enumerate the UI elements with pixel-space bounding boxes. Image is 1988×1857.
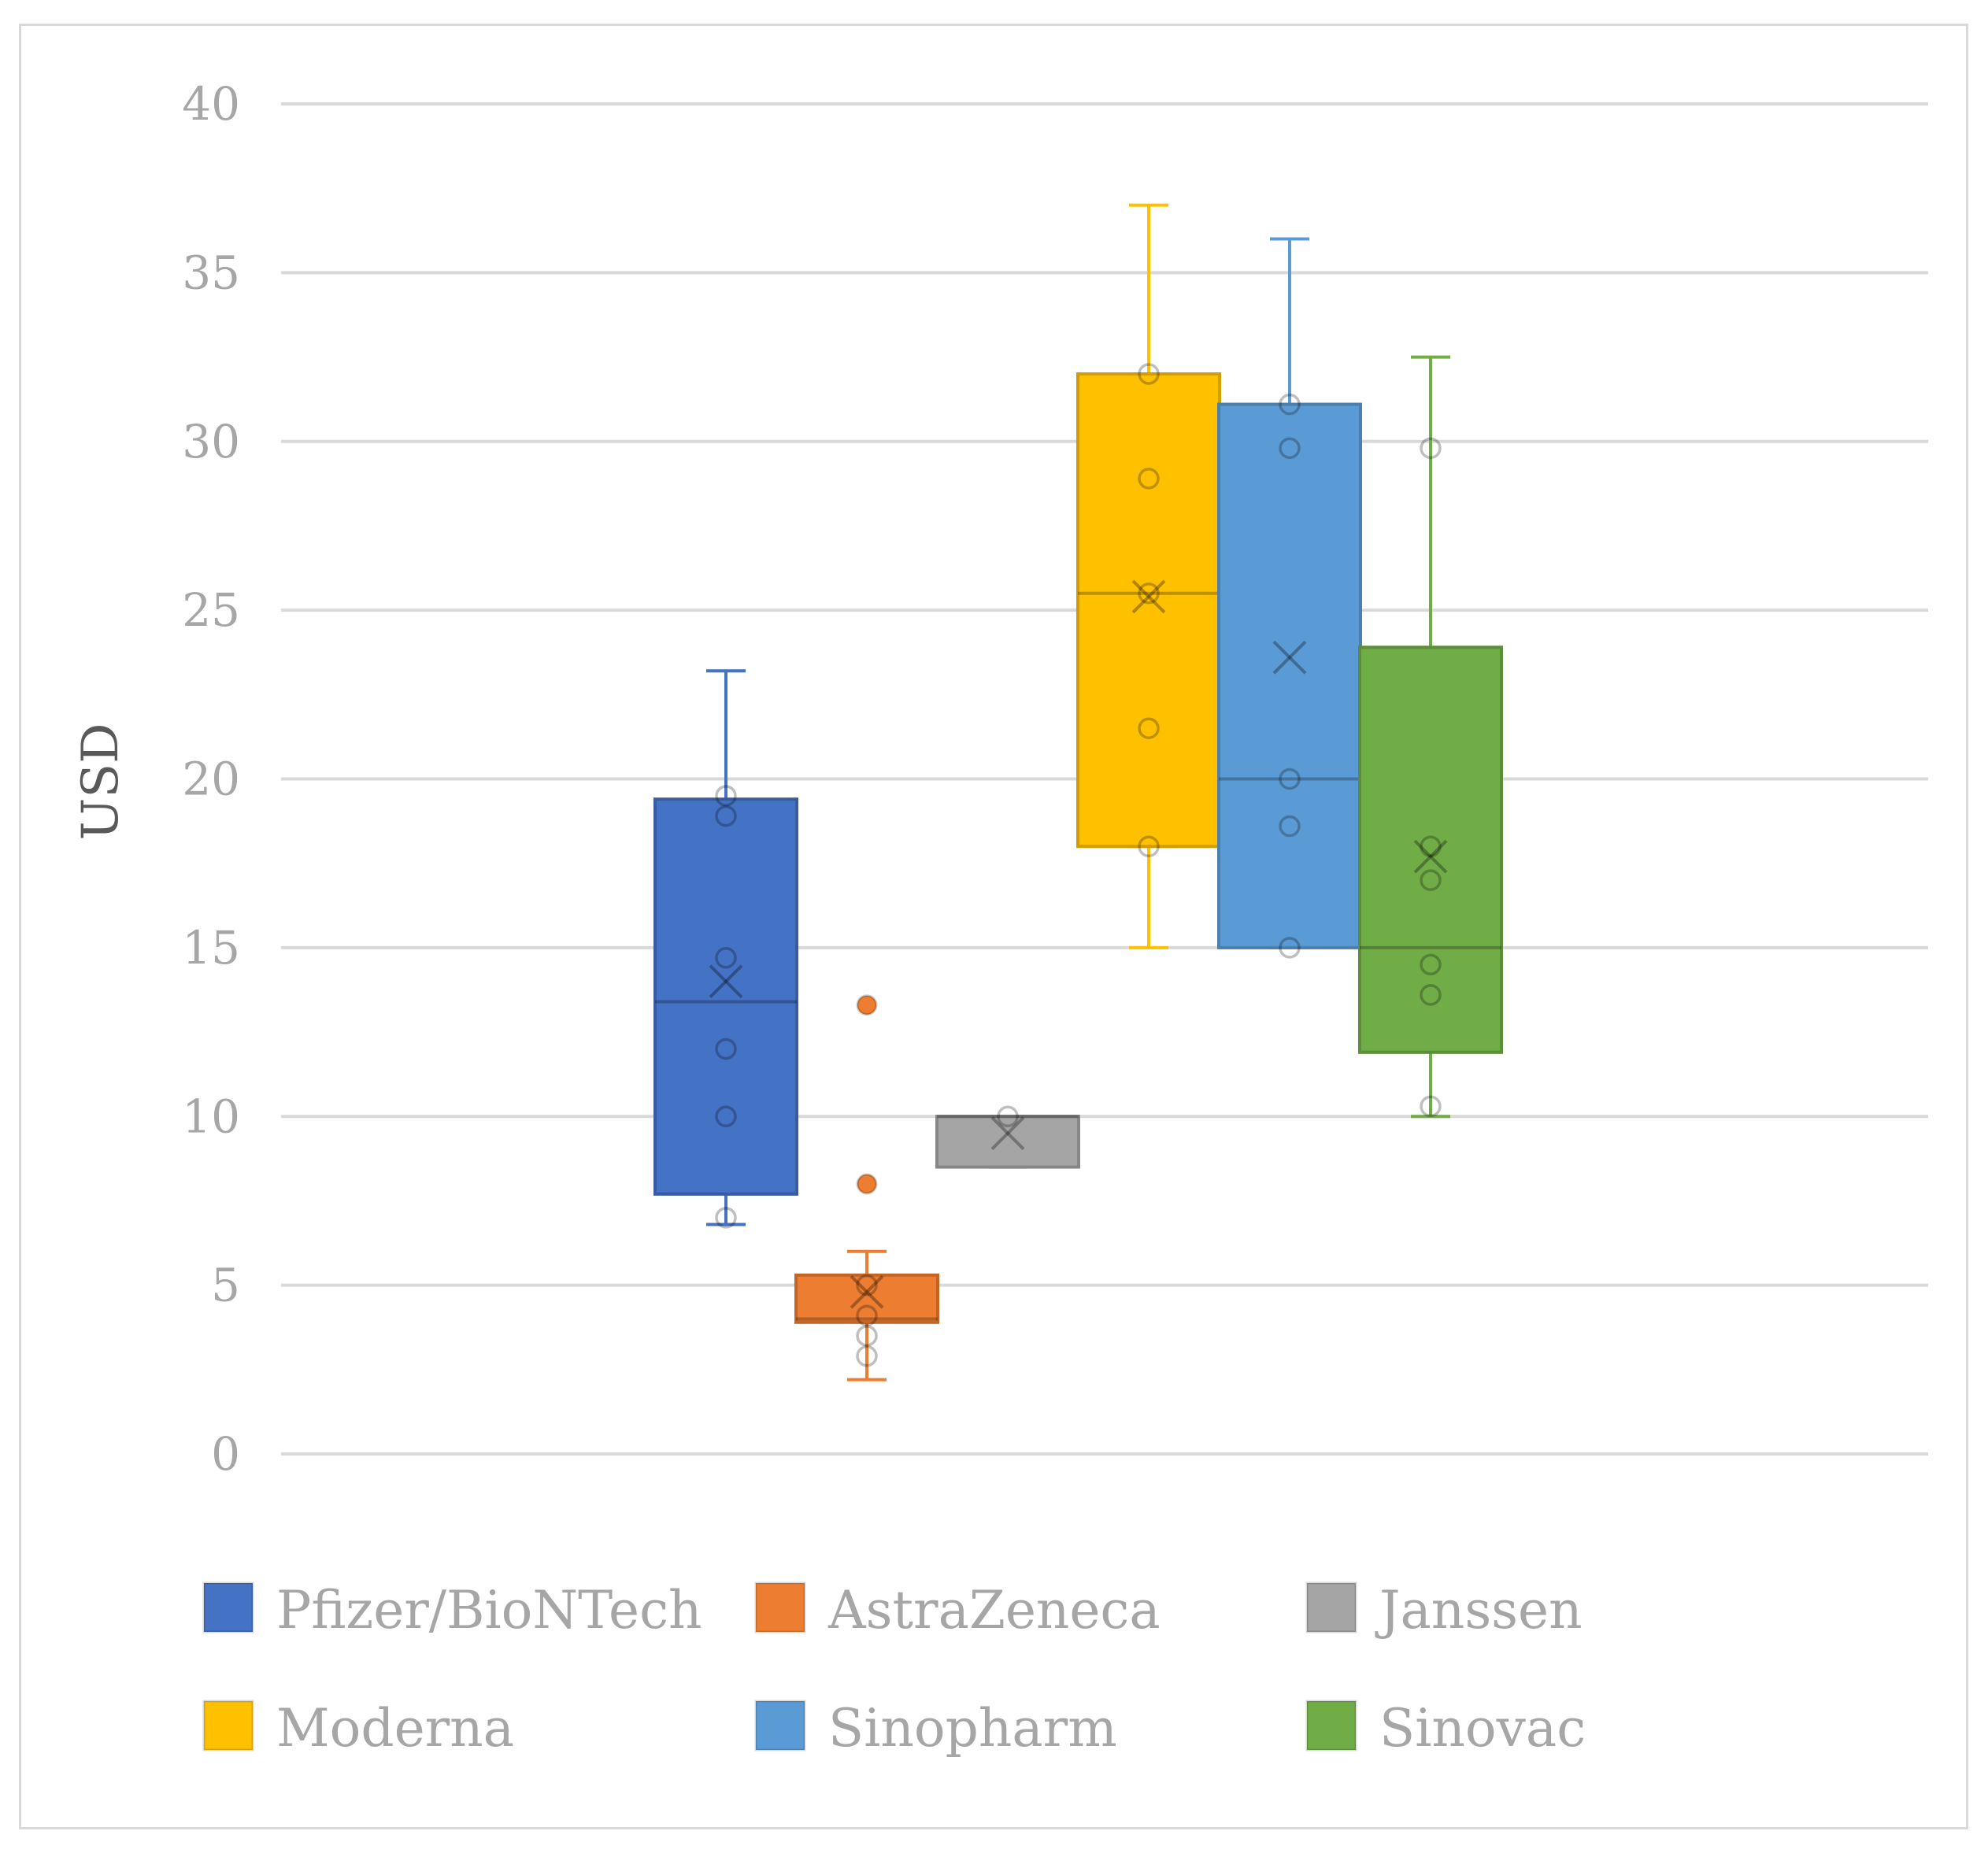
data-point: [856, 1274, 878, 1297]
legend-swatch: [202, 1700, 254, 1752]
mean-marker: [850, 1274, 884, 1309]
legend-item: Moderna: [202, 1698, 514, 1759]
mean-marker: [1131, 579, 1166, 614]
data-point: [997, 1105, 1019, 1127]
data-point: [1420, 1095, 1442, 1118]
y-tick-label: 10: [182, 1089, 240, 1143]
legend-label: Sinopharm: [828, 1698, 1117, 1759]
y-tick-label: 15: [182, 921, 240, 975]
box-outline: [935, 1115, 1080, 1169]
data-point: [1279, 393, 1301, 416]
box-series: [653, 203, 1503, 1382]
data-point: [1138, 468, 1160, 490]
legend-label: Moderna: [276, 1698, 514, 1759]
legend-swatch: [202, 1581, 254, 1633]
legend-label: AstraZeneca: [827, 1580, 1161, 1641]
data-point: [1279, 768, 1301, 790]
data-point: [1279, 815, 1301, 838]
mean-marker: [1272, 640, 1307, 675]
chart-frame: 0 5 10 15 20 25 30 35 40 USD Pfizer/BioNTech Astr…: [19, 24, 1968, 1829]
legend-item: Sinopharm: [754, 1698, 1117, 1759]
y-tick-label: 20: [182, 753, 240, 806]
y-tick-label: 30: [182, 415, 240, 468]
legend-label: Janssen: [1375, 1580, 1583, 1641]
legend-swatch: [1305, 1700, 1357, 1752]
legend-item: Pfizer/BioNTech: [202, 1580, 702, 1641]
data-point: [1138, 835, 1160, 857]
data-point: [1420, 984, 1442, 1006]
mean-marker: [709, 964, 743, 999]
data-point: [715, 785, 737, 807]
legend-swatch: [1305, 1581, 1357, 1633]
box-body: [794, 1273, 939, 1324]
data-point: [1279, 437, 1301, 460]
data-point: [1138, 363, 1160, 385]
y-tick-label: 25: [182, 583, 240, 637]
y-tick-label: 0: [211, 1427, 240, 1481]
data-point: [1138, 582, 1160, 605]
box-body: [1358, 646, 1503, 1054]
mean-marker: [1272, 640, 1307, 675]
box-body: [1076, 372, 1221, 849]
box-outline: [1358, 646, 1503, 1054]
data-point: [856, 1304, 878, 1326]
data-point: [1420, 869, 1442, 891]
y-tick-label: 5: [211, 1259, 240, 1312]
data-point: [1138, 717, 1160, 739]
data-point: [1420, 953, 1442, 976]
y-axis-title: USD: [72, 723, 130, 840]
data-point: [715, 1038, 737, 1060]
data-point: [715, 946, 737, 969]
mean-marker: [1413, 839, 1448, 874]
box-body: [653, 797, 798, 1196]
y-axis-ticks: 0 5 10 15 20 25 30 35 40: [182, 77, 240, 1481]
legend-item: Janssen: [1305, 1580, 1583, 1641]
data-point: [856, 1325, 878, 1347]
data-point: [715, 805, 737, 827]
box-astrazeneca: [794, 994, 939, 1382]
data-point: [1279, 937, 1301, 959]
y-tick-label: 40: [182, 77, 240, 131]
legend-swatch: [754, 1581, 806, 1633]
legend: Pfizer/BioNTech AstraZeneca Janssen Moderna…: [202, 1580, 1586, 1759]
box-janssen: [935, 1105, 1080, 1169]
mean-marker: [850, 1274, 884, 1309]
legend-swatch: [754, 1700, 806, 1752]
mean-marker: [990, 1116, 1025, 1151]
box-outline: [794, 1273, 939, 1324]
legend-label: Sinovac: [1379, 1698, 1586, 1759]
box-pfizer-biontech: [653, 669, 798, 1229]
mean-marker: [1131, 579, 1166, 614]
legend-item: Sinovac: [1305, 1698, 1586, 1759]
mean-marker: [1413, 839, 1448, 874]
box-body: [935, 1115, 1080, 1169]
data-point: [1420, 835, 1442, 857]
box-plot-chart: 0 5 10 15 20 25 30 35 40 USD Pfizer/BioNTech Astr…: [72, 77, 1928, 1759]
legend-label: Pfizer/BioNTech: [276, 1580, 702, 1641]
data-point: [1420, 437, 1442, 460]
box-sinovac: [1358, 355, 1503, 1119]
mean-marker: [990, 1116, 1025, 1151]
box-sinopharm: [1217, 237, 1362, 959]
data-point: [856, 1345, 878, 1367]
data-point: [715, 1207, 737, 1229]
y-tick-label: 35: [182, 246, 240, 299]
box-moderna: [1076, 203, 1221, 949]
outlier-point: [856, 994, 878, 1016]
data-point: [715, 1105, 737, 1127]
mean-marker: [709, 964, 743, 999]
outlier-point: [856, 1173, 878, 1195]
box-body: [1217, 402, 1362, 949]
legend-item: AstraZeneca: [754, 1580, 1161, 1641]
box-outline: [653, 797, 798, 1196]
